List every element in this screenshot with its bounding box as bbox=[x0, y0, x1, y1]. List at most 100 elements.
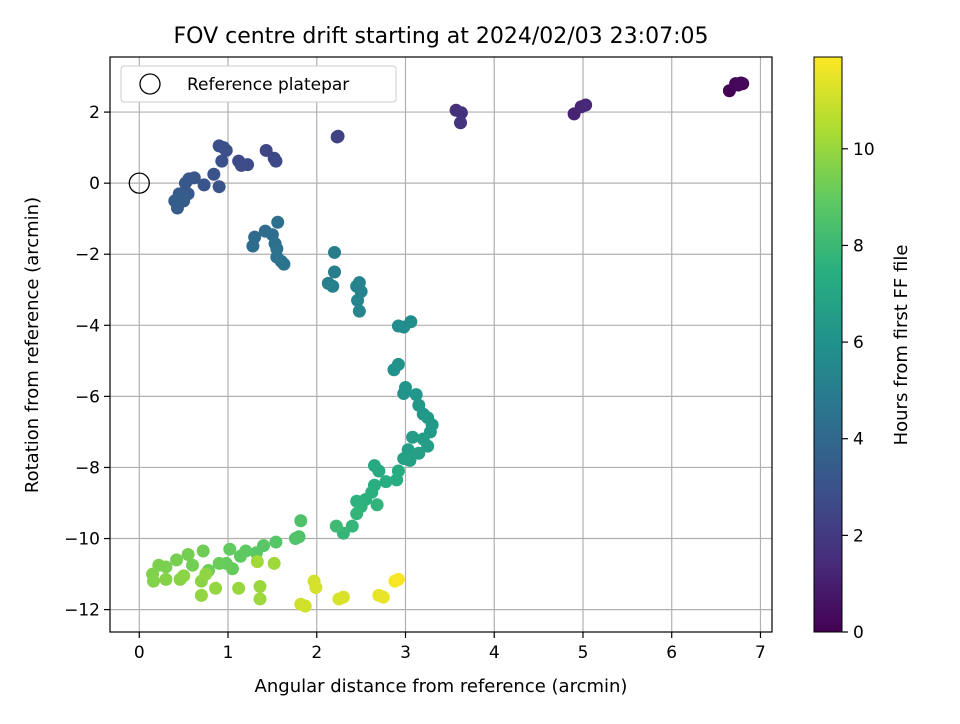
reference-marker bbox=[128, 172, 150, 194]
x-tick-label: 6 bbox=[666, 643, 677, 663]
data-point bbox=[298, 599, 312, 613]
data-point bbox=[379, 475, 393, 489]
x-tick-label: 3 bbox=[400, 643, 411, 663]
data-point bbox=[178, 176, 192, 190]
data-point bbox=[199, 567, 213, 581]
y-axis-label: Rotation from reference (arcmin) bbox=[22, 197, 43, 493]
data-point bbox=[345, 519, 359, 533]
grid bbox=[110, 57, 772, 632]
data-point bbox=[223, 542, 237, 556]
data-point bbox=[269, 154, 283, 168]
data-point bbox=[170, 201, 184, 215]
colorbar-gradient bbox=[813, 56, 843, 633]
data-point bbox=[194, 588, 208, 602]
data-point bbox=[403, 453, 417, 467]
colorbar-label: Hours from first FF file bbox=[891, 245, 912, 446]
x-tick-label: 4 bbox=[489, 643, 500, 663]
data-point bbox=[146, 574, 160, 588]
data-point bbox=[326, 279, 340, 293]
data-point bbox=[372, 464, 386, 478]
data-point bbox=[390, 473, 404, 487]
data-point bbox=[253, 580, 267, 594]
legend: Reference platepar bbox=[120, 65, 397, 103]
data-point bbox=[250, 555, 264, 569]
data-point bbox=[736, 77, 750, 91]
x-tick-label: 1 bbox=[223, 643, 234, 663]
data-point bbox=[376, 590, 390, 604]
colorbar: 0 2 4 6 8 10 Hours from first FF file bbox=[813, 56, 912, 643]
data-point bbox=[399, 381, 413, 395]
data-point bbox=[277, 257, 291, 271]
colorbar-ticks: 0 2 4 6 8 10 bbox=[842, 140, 875, 643]
data-point bbox=[288, 532, 302, 546]
data-point bbox=[391, 357, 405, 371]
data-point bbox=[404, 315, 418, 329]
y-tick-label: −4 bbox=[75, 316, 100, 336]
x-tick-label: 7 bbox=[755, 643, 766, 663]
plot-frame bbox=[109, 56, 773, 633]
data-point bbox=[246, 239, 260, 253]
data-point bbox=[309, 581, 323, 595]
x-tick-label: 5 bbox=[578, 643, 589, 663]
data-point bbox=[159, 572, 173, 586]
data-point bbox=[197, 178, 211, 192]
data-point bbox=[212, 180, 226, 194]
data-point bbox=[212, 556, 226, 570]
data-point bbox=[328, 265, 342, 279]
data-point bbox=[454, 116, 468, 130]
data-point bbox=[271, 215, 285, 229]
data-point bbox=[370, 498, 384, 512]
chart-title: FOV centre drift starting at 2024/02/03 … bbox=[174, 24, 709, 49]
data-point bbox=[328, 245, 342, 259]
data-point bbox=[219, 143, 233, 157]
data-point bbox=[232, 581, 246, 595]
colorbar-tick-label: 8 bbox=[853, 236, 864, 256]
data-point bbox=[329, 519, 343, 533]
data-point bbox=[209, 581, 223, 595]
y-axis-ticks: −12 −10 −8 −6 −4 −2 0 2 bbox=[64, 103, 110, 621]
x-axis-ticks: 0 1 2 3 4 5 6 7 bbox=[134, 632, 766, 663]
data-point bbox=[225, 562, 239, 576]
data-point bbox=[253, 592, 267, 606]
colorbar-tick-label: 0 bbox=[853, 623, 864, 643]
data-point bbox=[269, 535, 283, 549]
data-point bbox=[177, 190, 191, 204]
y-tick-label: 2 bbox=[89, 103, 100, 123]
y-tick-label: 0 bbox=[89, 174, 100, 194]
data-point bbox=[207, 167, 221, 181]
data-point bbox=[391, 572, 405, 586]
x-tick-label: 2 bbox=[311, 643, 322, 663]
data-point bbox=[186, 558, 200, 572]
data-point bbox=[330, 130, 344, 144]
reference-point bbox=[128, 172, 150, 194]
data-point bbox=[177, 569, 191, 583]
data-point bbox=[412, 446, 426, 460]
data-point bbox=[336, 590, 350, 604]
x-tick-label: 0 bbox=[134, 643, 145, 663]
legend-box bbox=[120, 65, 397, 103]
data-point bbox=[241, 158, 255, 172]
data-point bbox=[421, 439, 435, 453]
y-tick-label: −8 bbox=[75, 458, 100, 478]
data-points bbox=[146, 76, 750, 613]
data-point bbox=[406, 430, 420, 444]
x-axis-label: Angular distance from reference (arcmin) bbox=[255, 676, 628, 697]
legend-label: Reference platepar bbox=[187, 75, 349, 95]
data-point bbox=[294, 514, 308, 528]
data-point bbox=[215, 154, 229, 168]
y-tick-label: −6 bbox=[75, 387, 100, 407]
data-point bbox=[579, 98, 593, 112]
data-point bbox=[259, 143, 273, 157]
data-point bbox=[233, 549, 247, 563]
data-point bbox=[409, 388, 423, 402]
y-tick-label: −12 bbox=[64, 601, 100, 621]
legend-marker-icon bbox=[139, 73, 161, 95]
data-point bbox=[196, 544, 210, 558]
data-point bbox=[352, 304, 366, 318]
data-point bbox=[267, 556, 281, 570]
data-point bbox=[170, 553, 184, 567]
y-tick-label: −10 bbox=[64, 530, 100, 550]
colorbar-tick-label: 2 bbox=[853, 526, 864, 546]
data-point bbox=[351, 293, 365, 307]
